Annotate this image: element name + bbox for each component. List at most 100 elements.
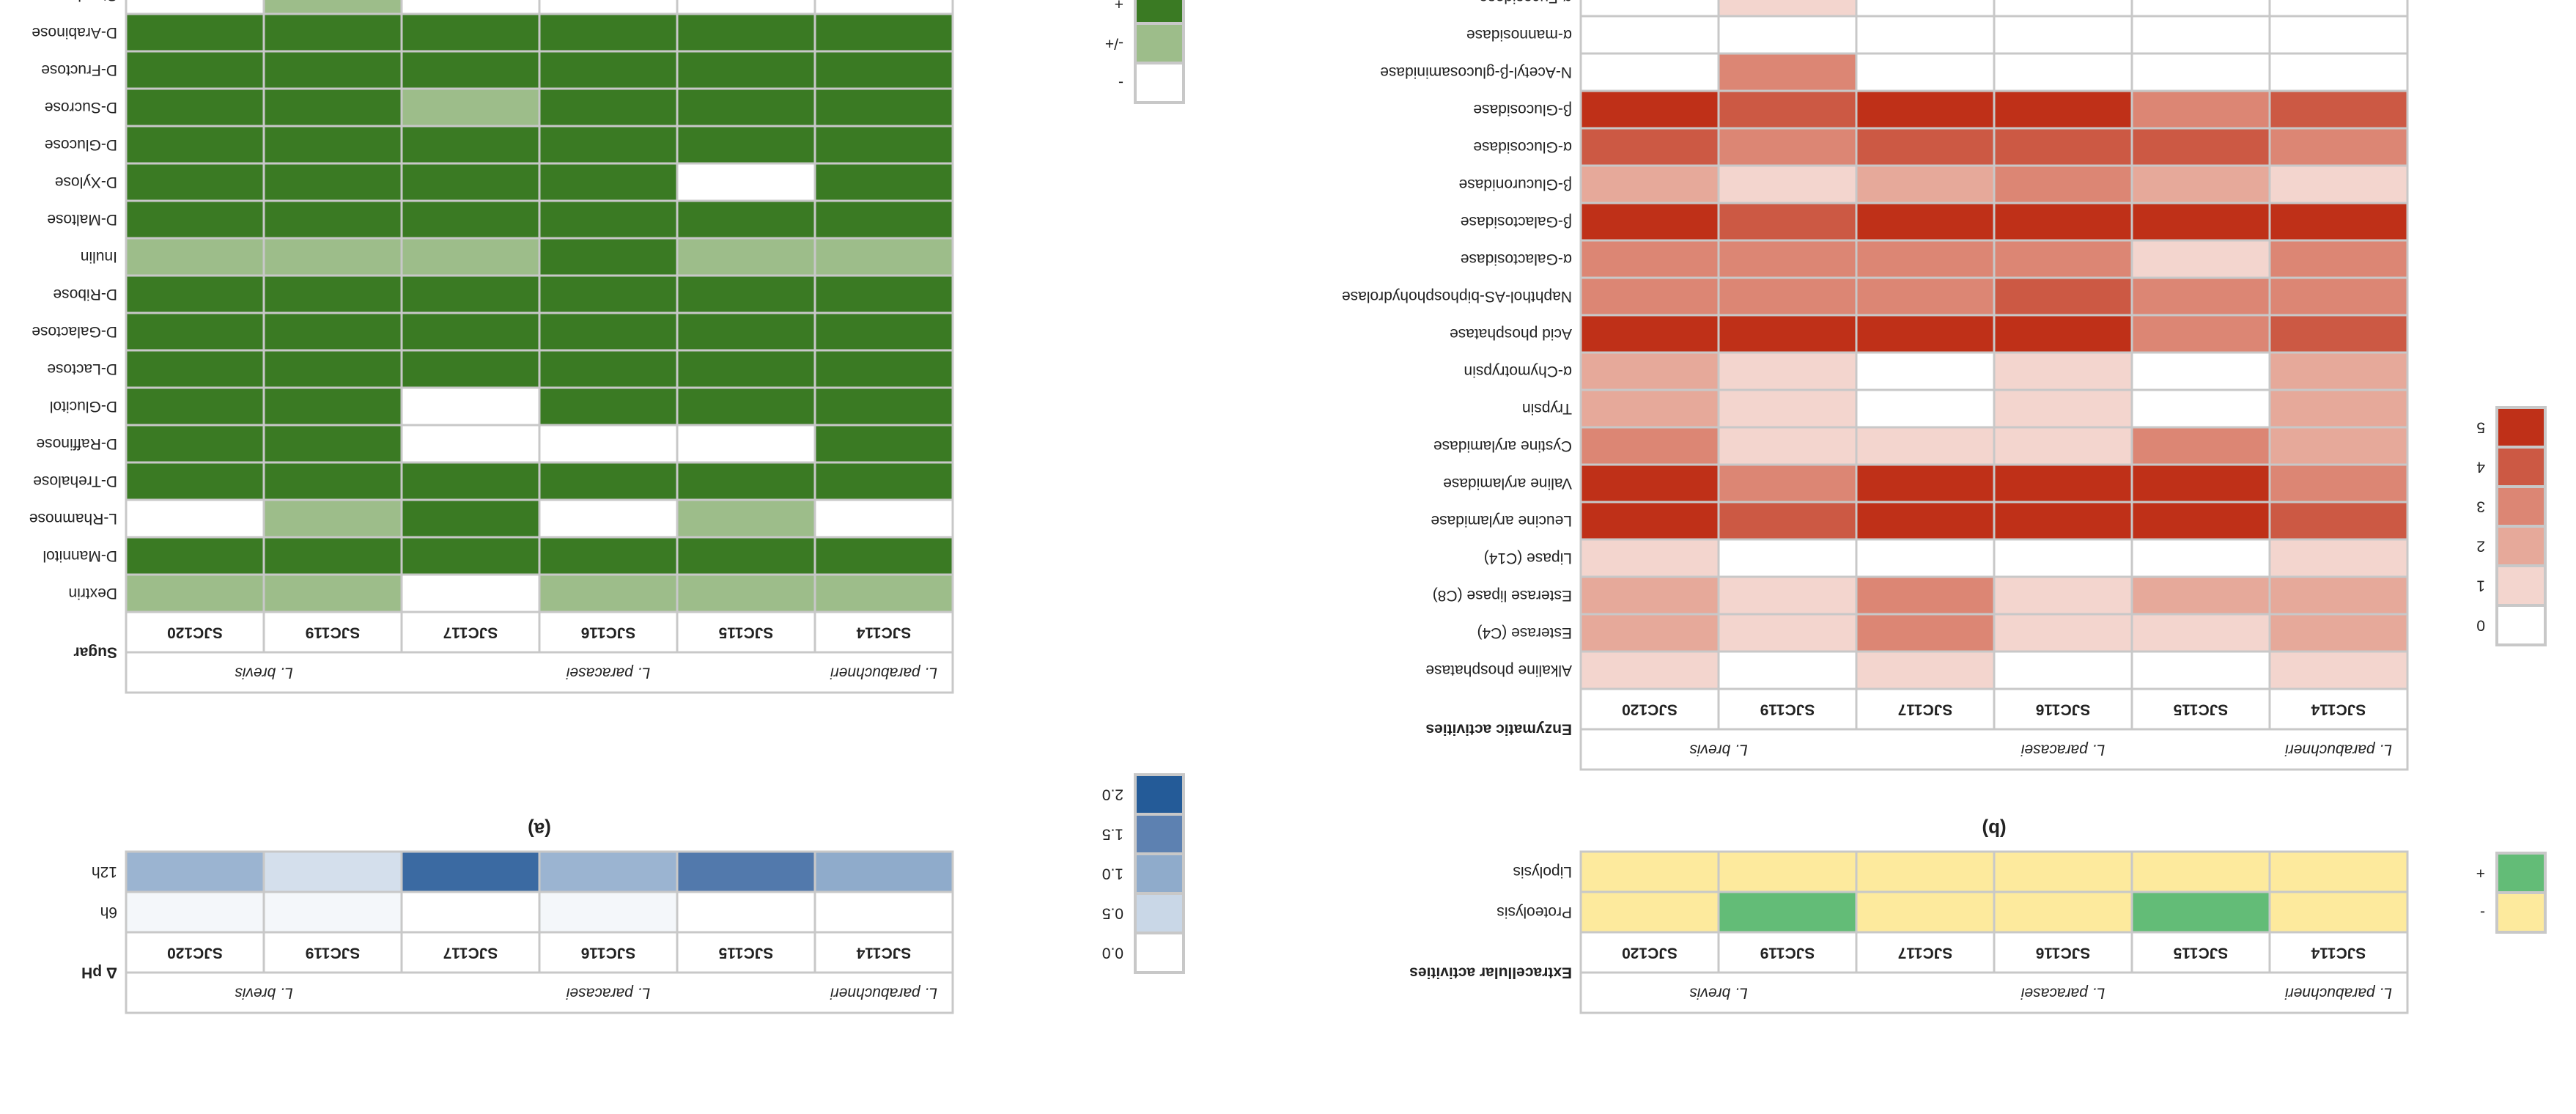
heatmap-panel-b: L. parabuchneri L. paracasei L. brevis SJC1…	[1409, 819, 2547, 1014]
heatmap-cell-starch-sjc119	[262, 0, 403, 15]
heatmap-cell-galactosidase-sjc119	[1717, 239, 1858, 279]
heatmap-cell-glucosidase-sjc120	[1579, 89, 1720, 130]
legend-swatch	[1134, 852, 1185, 895]
heatmap-cell-d-xylose-sjc116	[538, 162, 679, 202]
heatmap-cell-d-trehalose-sjc116	[538, 461, 679, 501]
species-label-l-parabuchneri: L. parabuchneri	[830, 665, 937, 682]
row-label-n-acetyl-glucosaminidase: N-Acetyl-β-glucosaminidase	[1380, 64, 1572, 81]
legend-label-x: -/+	[1105, 35, 1123, 52]
heatmap-cell-d-sucrose-sjc117	[400, 87, 541, 128]
heatmap-cell-l-rhamnose-sjc120	[125, 498, 265, 539]
heatmap-cell-glucosidase-sjc120	[1579, 127, 1720, 167]
strain-label-sjc116: SJC116	[2036, 701, 2091, 718]
row-label-chymotrypsin: α-Chymotrypsin	[1464, 363, 1572, 380]
heatmap-cell-d-sucrose-sjc120	[125, 87, 265, 128]
species-label-l-parabuchneri: L. parabuchneri	[2284, 742, 2392, 759]
row-label-mannosidase: α-mannosidase	[1466, 26, 1572, 43]
legend-label: 2.0	[1102, 786, 1123, 803]
heatmap-cell-cystine-arylamidase-sjc115	[2130, 426, 2271, 466]
strain-label-sjc117: SJC117	[1898, 701, 1953, 718]
heatmap-cell-galactosidase-sjc116	[1993, 202, 2133, 242]
heatmap-cell-n-acetyl-glucosaminidase-sjc117	[1855, 52, 1996, 92]
heatmap-cell-inulin-sjc116	[538, 237, 679, 277]
heatmap-cell-acid-phosphatase-sjc119	[1717, 314, 1858, 354]
heatmap-cell-mannosidase-sjc120	[1579, 15, 1720, 55]
heatmap-cell-esterase-lipase-c8-sjc116	[1993, 575, 2133, 616]
heatmap-cell-alkaline-phosphatase-sjc115	[2130, 650, 2271, 690]
legend: - -/+ +	[1105, 0, 1185, 104]
heatmap-cell-l-rhamnose-sjc117	[400, 498, 541, 539]
row-label-glucuronidase: β-Glucuronidase	[1459, 176, 1573, 193]
heatmap-cell-lipolysis-sjc115	[2130, 850, 2271, 893]
legend-label-x: +	[2476, 865, 2485, 882]
heatmap-cell-dextrin-sjc115	[676, 573, 816, 613]
heatmap-cell-d-fructose-sjc115	[676, 50, 816, 90]
heatmap-panel-a: L. parabuchneri L. paracasei L. brevis SJC1…	[81, 773, 1185, 1014]
strain-label-sjc115: SJC115	[718, 945, 773, 962]
row-label-naphthol-as-biphosphohydrolase: Naphthol-AS-biphosphohydrolase	[1342, 288, 1572, 305]
heatmap-cell-naphthol-as-biphosphohydrolase-sjc120	[1579, 276, 1720, 317]
heatmap-cell-mannosidase-sjc115	[2130, 15, 2271, 55]
row-label-fucosidase: α-Fucosidase	[1479, 0, 1572, 6]
row-label-d-glucitol: D-Glucitol	[50, 398, 117, 415]
strain-label-sjc120: SJC120	[1622, 701, 1678, 718]
row-label-starch: Starch	[73, 0, 117, 4]
heatmap-cell-acid-phosphatase-sjc116	[1993, 314, 2133, 354]
heatmap-cell-alkaline-phosphatase-sjc117	[1855, 650, 1996, 690]
row-label-d-trehalose: D-Trehalose	[33, 473, 117, 490]
heatmap-cell-d-xylose-sjc119	[262, 162, 403, 202]
heatmap-cell-chymotrypsin-sjc116	[1993, 351, 2133, 391]
heatmap-cell-6h-sjc116	[538, 890, 679, 934]
strain-label-sjc119: SJC119	[1760, 701, 1815, 718]
heatmap-cell-d-arabinose-sjc120	[125, 12, 265, 53]
heatmap-cell-acid-phosphatase-sjc120	[1579, 314, 1720, 354]
heatmap-cell-cystine-arylamidase-sjc117	[1855, 426, 1996, 466]
heatmap-cell-d-mannitol-sjc115	[676, 536, 816, 576]
heatmap-cell-glucosidase-sjc119	[1717, 89, 1858, 130]
heatmap-cell-6h-sjc117	[400, 890, 541, 934]
heatmap-cell-lipolysis-sjc114	[2268, 850, 2409, 893]
heatmap-cell-d-xylose-sjc120	[125, 162, 265, 202]
row-label-l-rhamnose: L-Rhamnose	[29, 510, 117, 527]
heatmap-cell-esterase-c4-sjc116	[1993, 613, 2133, 653]
legend-swatch-x	[1134, 62, 1185, 104]
heatmap-cell-dextrin-sjc120	[125, 573, 265, 613]
heatmap-cell-d-maltose-sjc117	[400, 199, 541, 240]
legend-label: 0.5	[1102, 905, 1123, 922]
heatmap-cell-glucosidase-sjc119	[1717, 127, 1858, 167]
heatmap-cell-lipase-c14-sjc117	[1855, 538, 1996, 578]
legend-label-5: 5	[2476, 419, 2485, 436]
species-label-l-paracasei: L. paracasei	[565, 985, 650, 1002]
heatmap-cell-chymotrypsin-sjc117	[1855, 351, 1996, 391]
heatmap-cell-starch-sjc120	[125, 0, 265, 15]
heatmap-cell-d-mannitol-sjc114	[813, 536, 954, 576]
strain-label-sjc117: SJC117	[1898, 945, 1953, 962]
row-label-inulin: Inulin	[81, 248, 117, 265]
row-label-d-mannitol: D-Mannitol	[43, 547, 117, 564]
heatmap-cell-chymotrypsin-sjc114	[2268, 351, 2409, 391]
heatmap-cell-mannosidase-sjc116	[1993, 15, 2133, 55]
heatmap-cell-n-acetyl-glucosaminidase-sjc120	[1579, 52, 1720, 92]
heatmap-cell-acid-phosphatase-sjc114	[2268, 314, 2409, 354]
legend: 0.0 0.5 1.0 1.5 2.0	[1102, 773, 1185, 974]
legend-swatch-x	[2495, 891, 2547, 934]
row-label-proteolysis: Proteolysis	[1496, 904, 1572, 921]
heatmap-cell-mannosidase-sjc114	[2268, 15, 2409, 55]
heatmap-cell-d-ribose-sjc114	[813, 274, 954, 314]
heatmap-cell-d-galactose-sjc119	[262, 311, 403, 352]
legend-swatch-2	[2495, 525, 2547, 567]
heatmap-cell-acid-phosphatase-sjc117	[1855, 314, 1996, 354]
heatmap-cell-leucine-arylamidase-sjc115	[2130, 501, 2271, 541]
heatmap-cell-12h-sjc119	[262, 850, 403, 893]
heatmap-cell-chymotrypsin-sjc120	[1579, 351, 1720, 391]
heatmap-cell-proteolysis-sjc119	[1717, 890, 1858, 934]
heatmap-cell-cystine-arylamidase-sjc120	[1579, 426, 1720, 466]
strain-label-sjc116: SJC116	[581, 624, 636, 641]
heatmap-cell-naphthol-as-biphosphohydrolase-sjc114	[2268, 276, 2409, 317]
heatmap-cell-galactosidase-sjc114	[2268, 239, 2409, 279]
strain-label-sjc116: SJC116	[581, 945, 636, 962]
heatmap-cell-inulin-sjc119	[262, 237, 403, 277]
row-label-lipolysis: Lipolysis	[1513, 863, 1572, 880]
heatmap-cell-glucosidase-sjc114	[2268, 89, 2409, 130]
heatmap-cell-proteolysis-sjc120	[1579, 890, 1720, 934]
